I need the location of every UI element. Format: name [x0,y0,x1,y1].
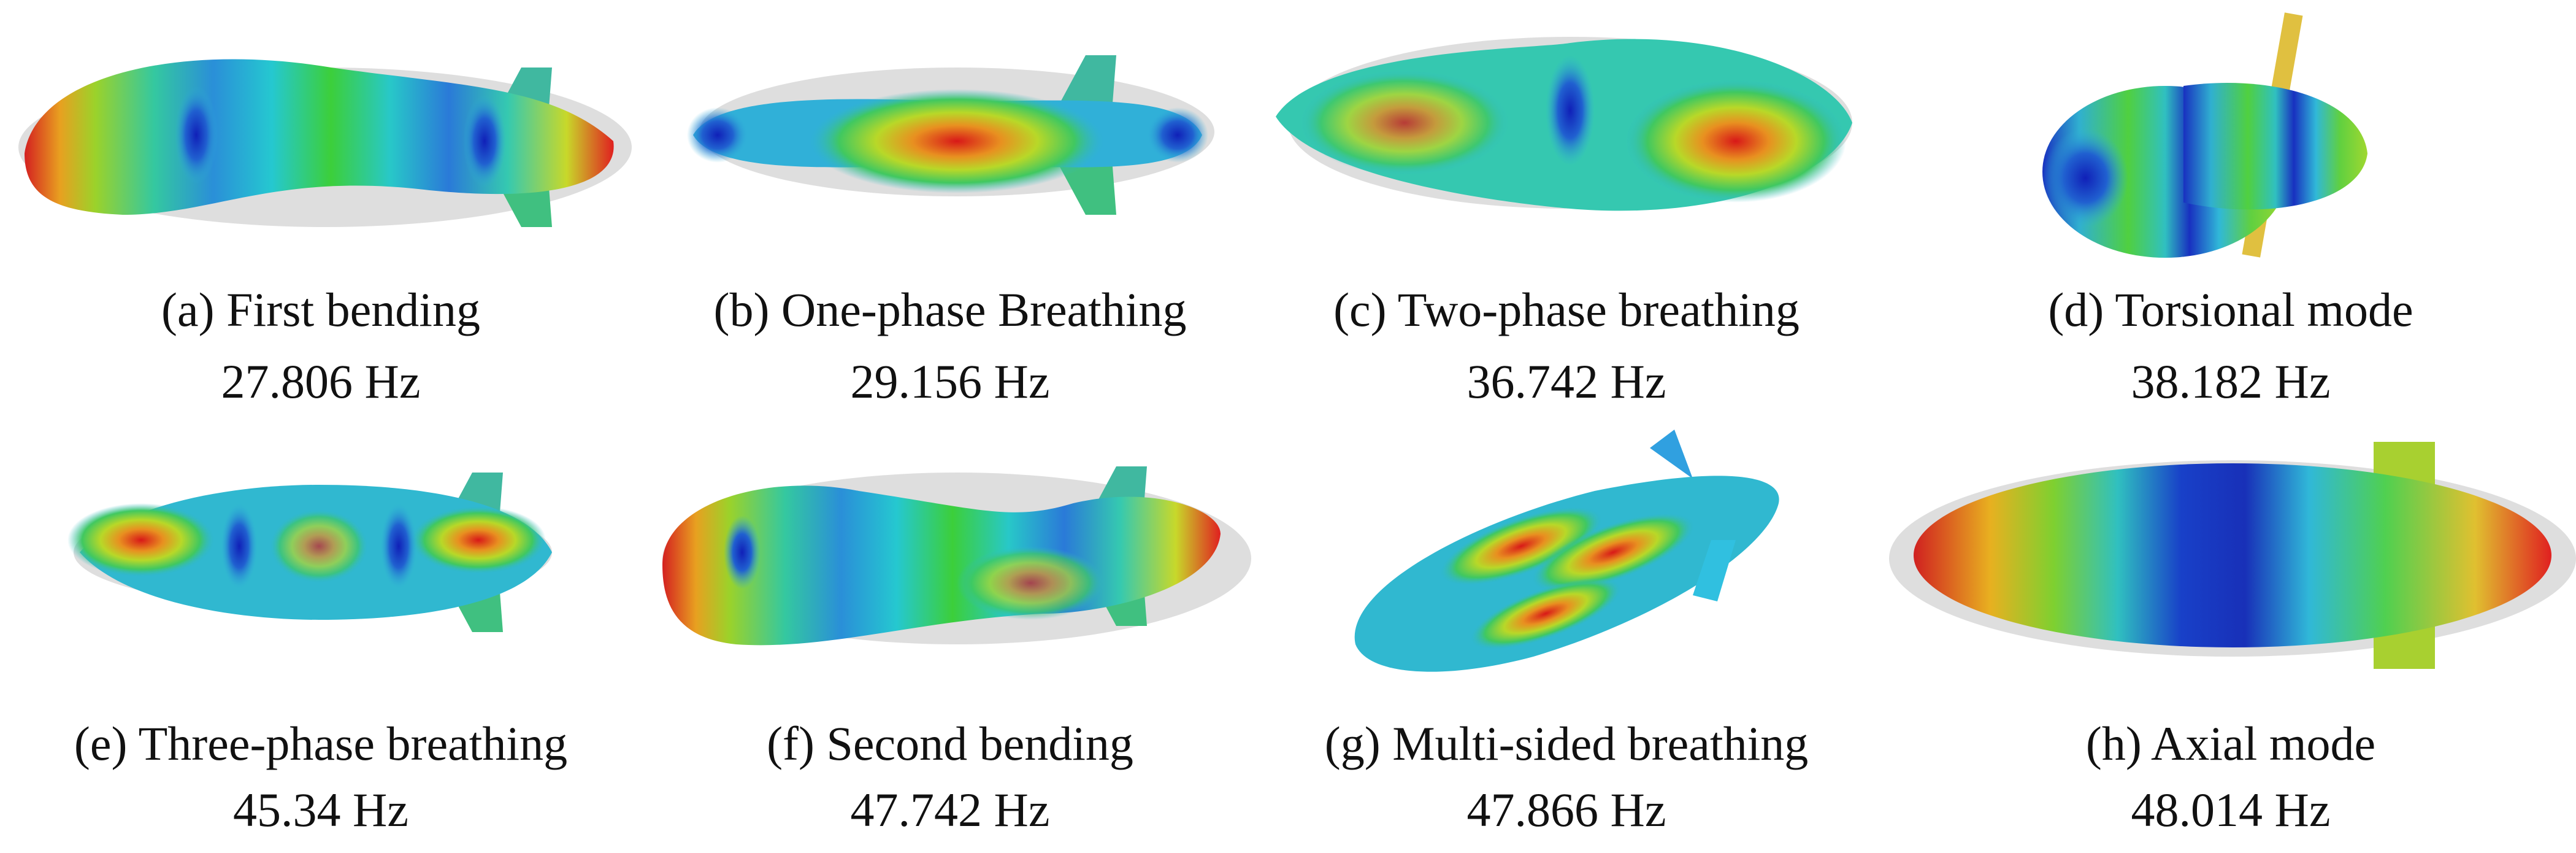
panel-frequency: 36.742 Hz [1467,355,1666,408]
mode-shape-h [1889,442,2576,669]
mode-shape-a [18,59,632,227]
mode-shape-f [662,466,1251,646]
panel-frequency: 48.014 Hz [2131,783,2331,836]
panel-caption: (b) One-phase Breathing [713,283,1186,336]
panel-tag: (f) [767,717,815,770]
panel-caption: (c) Two-phase breathing [1333,283,1800,336]
panel-tag: (e) [74,717,128,770]
panel-caption-text: Multi-sided breathing [1381,717,1809,770]
panel-caption-text: Three-phase breathing [128,717,568,770]
mode-shape-e [67,473,552,632]
panel-caption-text: First bending [215,283,480,336]
panel-caption-text: Torsional mode [2104,283,2413,336]
panel-caption: (h) Axial mode [2086,717,2375,770]
panel-caption: (d) Torsional mode [2048,283,2413,336]
panel-tag: (g) [1325,717,1381,770]
panel-tag: (b) [713,283,769,336]
panel-frequency: 47.866 Hz [1467,783,1666,836]
panel-tag: (d) [2048,283,2104,336]
mode-shape-b [687,55,1214,215]
mode-shape-d [2042,12,2367,258]
panel-caption-text: Two-phase breathing [1387,283,1800,336]
mode-shape-g [1354,430,1779,672]
panel-tag: (c) [1333,283,1387,336]
panel-caption: (e) Three-phase breathing [74,717,567,770]
panel-caption-text: One-phase Breathing [769,283,1186,336]
panel-caption-text: Second bending [815,717,1133,770]
panel-caption: (g) Multi-sided breathing [1325,717,1809,770]
panel-frequency: 27.806 Hz [221,355,421,408]
panel-caption: (f) Second bending [767,717,1133,770]
panel-frequency: 45.34 Hz [233,783,408,836]
panel-caption: (a) First bending [161,283,480,336]
panel-tag: (a) [161,283,215,336]
panel-frequency: 38.182 Hz [2131,355,2331,408]
panel-caption-text: Axial mode [2142,717,2375,770]
panel-frequency: 29.156 Hz [851,355,1050,408]
panel-frequency: 47.742 Hz [851,783,1050,836]
mode-shape-c [1276,37,1852,211]
panel-tag: (h) [2086,717,2142,770]
